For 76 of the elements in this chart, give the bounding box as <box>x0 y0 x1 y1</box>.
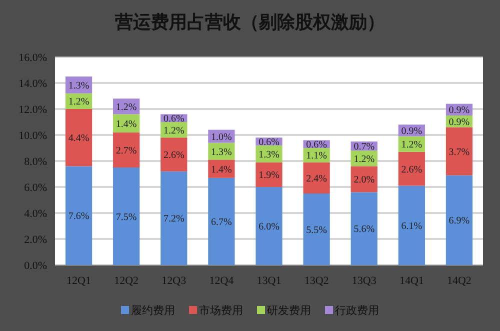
x-tick-label: 12Q1 <box>66 275 92 287</box>
data-label: 2.6% <box>401 164 422 176</box>
bar <box>350 192 378 265</box>
data-label: 6.1% <box>401 220 422 232</box>
data-label: 1.4% <box>116 118 137 130</box>
data-label: 1.2% <box>354 154 375 165</box>
bar <box>446 175 473 265</box>
data-label: 1.0% <box>211 132 232 143</box>
x-tick-label: 14Q2 <box>446 275 472 287</box>
chart-title: 营运费用占营收（剔除股权激励） <box>114 12 385 33</box>
data-label: 2.7% <box>116 145 137 156</box>
y-tick-label: 6.0% <box>24 182 47 194</box>
data-label: 5.5% <box>306 224 327 236</box>
bar <box>398 186 425 265</box>
y-tick-label: 16.0% <box>18 52 47 64</box>
y-tick-label: 12.0% <box>18 104 47 116</box>
data-label: 0.6% <box>306 140 327 151</box>
y-tick-label: 14.0% <box>18 78 47 90</box>
data-label: 1.9% <box>258 170 280 182</box>
data-label: 2.6% <box>163 150 184 161</box>
data-label: 6.0% <box>258 222 280 232</box>
bar <box>160 171 188 265</box>
data-label: 0.6% <box>258 137 280 148</box>
bar <box>208 160 235 178</box>
data-label: 1.3% <box>68 80 90 92</box>
data-label: 7.2% <box>163 214 184 225</box>
data-label: 2.0% <box>354 174 375 186</box>
x-tick-label: 13Q1 <box>256 275 282 287</box>
data-label: 3.7% <box>448 146 470 158</box>
data-label: 0.9% <box>401 126 422 137</box>
bar <box>208 178 235 265</box>
y-tick-label: 10.0% <box>18 130 47 142</box>
data-label: 0.9% <box>448 105 470 116</box>
bar <box>446 127 473 176</box>
data-label: 2.4% <box>306 173 327 184</box>
data-label: 7.6% <box>68 211 90 222</box>
data-label: 5.6% <box>354 224 375 236</box>
data-label: 1.3% <box>258 149 280 160</box>
bar <box>113 132 140 168</box>
bar <box>65 109 92 166</box>
bar <box>303 162 330 194</box>
data-label: 1.2% <box>116 102 137 113</box>
y-tick-label: 4.0% <box>24 208 47 220</box>
data-label: 6.7% <box>211 216 232 228</box>
bar <box>303 194 330 265</box>
data-label: 1.2% <box>68 96 90 108</box>
data-label: 1.4% <box>211 164 232 176</box>
bar <box>113 168 140 265</box>
x-tick-label: 14Q1 <box>399 275 424 287</box>
bar <box>256 162 282 187</box>
bar <box>160 138 188 172</box>
data-label: 7.5% <box>116 212 137 223</box>
x-tick-label: 13Q3 <box>352 275 377 287</box>
data-label: 1.1% <box>306 150 327 162</box>
data-label: 1.3% <box>211 146 232 158</box>
bar <box>256 187 282 265</box>
legend-label: 履约费用 <box>131 304 175 317</box>
data-label: 1.2% <box>163 125 184 136</box>
bar <box>65 166 92 265</box>
y-tick-label: 2.0% <box>24 234 47 246</box>
data-label: 1.2% <box>401 140 422 151</box>
x-tick-label: 12Q3 <box>162 275 187 287</box>
data-label: 0.6% <box>163 114 184 125</box>
y-tick-label: 0.0% <box>24 260 47 272</box>
data-label: 0.7% <box>354 142 375 153</box>
legend-label: 研发费用 <box>267 304 311 317</box>
bar <box>398 152 425 186</box>
data-label: 0.9% <box>448 116 470 128</box>
x-tick-label: 12Q2 <box>114 275 139 287</box>
legend-label: 行政费用 <box>335 304 379 317</box>
data-label: 4.4% <box>68 133 90 144</box>
x-tick-label: 13Q2 <box>304 275 329 287</box>
x-tick-label: 12Q4 <box>209 275 234 287</box>
data-label: 6.9% <box>448 216 470 227</box>
legend-label: 市场费用 <box>199 304 243 317</box>
y-tick-label: 8.0% <box>24 156 47 168</box>
